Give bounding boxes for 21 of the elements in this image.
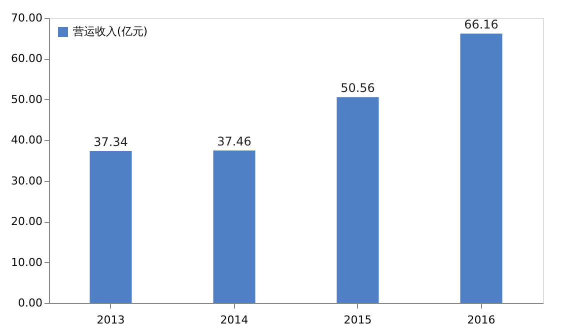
data-label: 50.56 <box>340 81 375 96</box>
legend-label: 营运收入(亿元) <box>73 25 148 38</box>
bar <box>90 150 132 303</box>
bar <box>213 150 256 303</box>
x-tick-label: 2014 <box>220 314 248 326</box>
y-tick-label: 10.00 <box>11 256 42 269</box>
data-label: 37.46 <box>217 134 252 148</box>
data-label: 37.34 <box>94 134 128 149</box>
data-label: 66.16 <box>464 18 498 32</box>
y-tick-label: 50.00 <box>11 92 42 106</box>
x-tick-label: 2013 <box>96 314 125 326</box>
bar <box>336 97 379 303</box>
y-tick-label: 30.00 <box>11 174 42 188</box>
y-tick-label: 40.00 <box>11 134 42 147</box>
y-tick-label: 20.00 <box>11 215 42 228</box>
y-tick-label: 70.00 <box>11 12 42 24</box>
x-tick-label: 2016 <box>467 314 496 326</box>
y-tick-label: 60.00 <box>11 52 42 66</box>
x-tick-label: 2015 <box>344 314 372 326</box>
y-tick-label: 0.00 <box>18 296 42 310</box>
bar <box>460 34 502 303</box>
